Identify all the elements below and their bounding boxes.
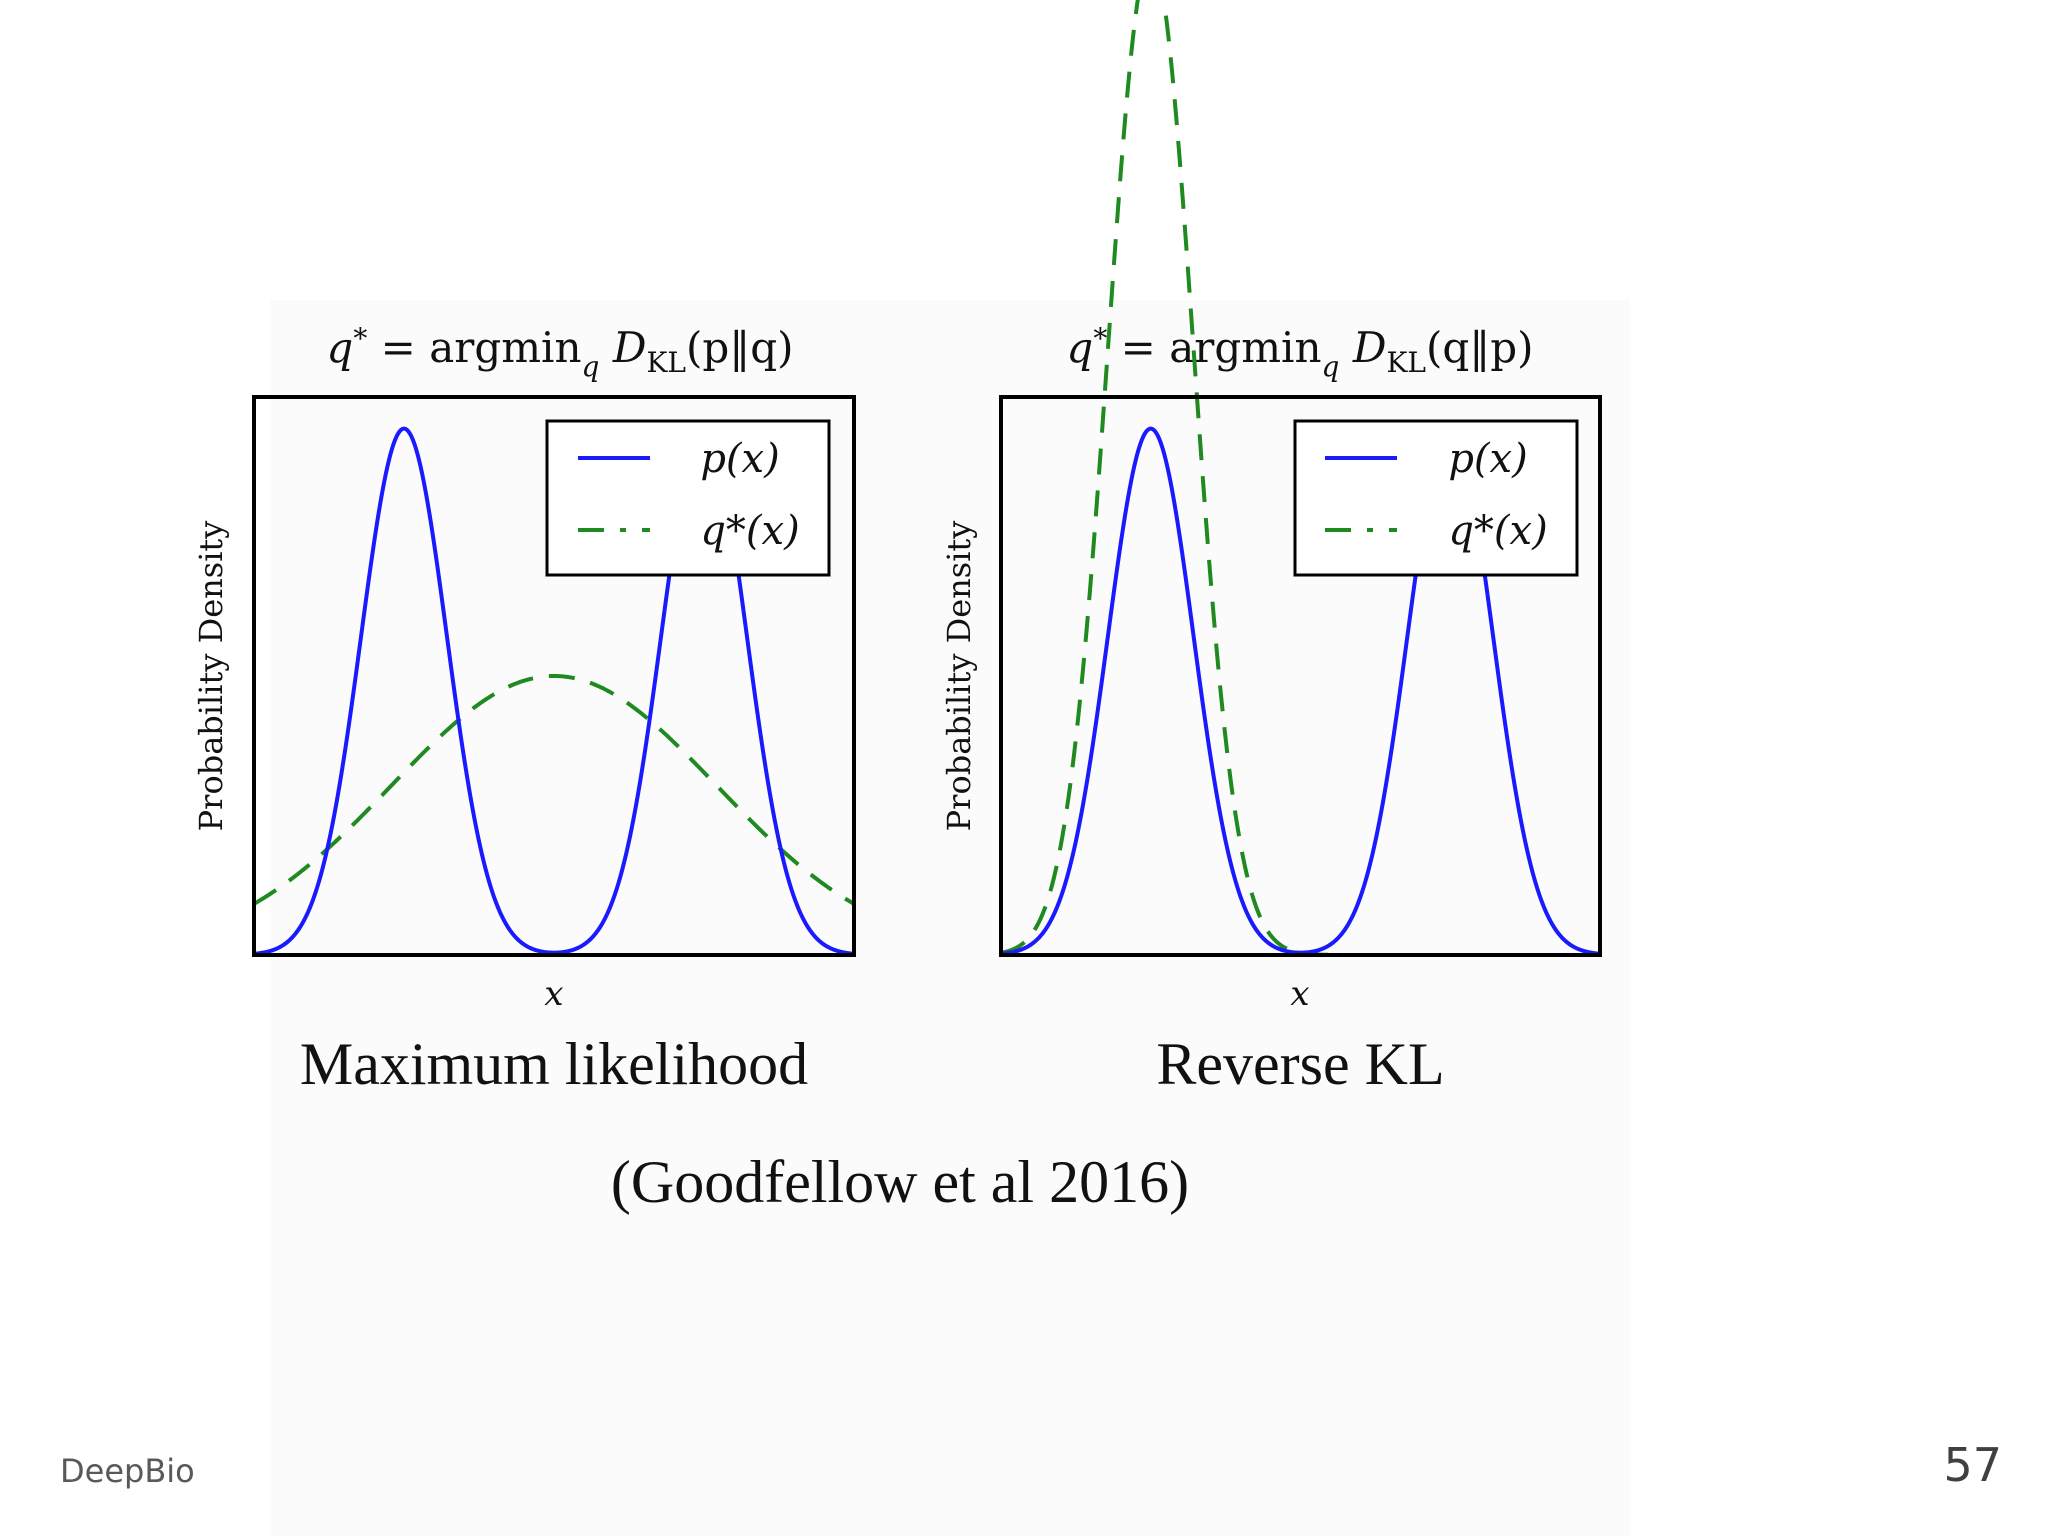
xlabel-left: x (544, 974, 563, 1014)
xlabel-right: x (1290, 974, 1309, 1014)
caption-reverse-kl: Reverse KL (1156, 1031, 1445, 1097)
legend-label-q-right: q*(x) (1448, 508, 1547, 554)
plot-area-left (252, 426, 856, 956)
series-p-line-right (1000, 426, 1601, 956)
series-q-line-left (252, 674, 856, 906)
legend-box-right (1293, 419, 1579, 577)
series-p-line-left (253, 426, 855, 956)
footer-label: DeepBio (60, 1452, 195, 1490)
chart-right-title: q* = argminq DKL(q‖p) (1066, 322, 1533, 383)
legend-left: p(x) q*(x) (545, 419, 831, 577)
plot-area-right (1000, 0, 1601, 957)
plot-frame-right (999, 395, 1602, 957)
chart-left: q* = argminq DKL(p‖q) Probability Densit… (192, 322, 856, 1014)
citation: (Goodfellow et al 2016) (610, 1149, 1190, 1215)
legend-label-q-left: q*(x) (700, 508, 799, 554)
plot-frame-left (252, 395, 856, 957)
legend-box-left (545, 419, 831, 577)
chart-right: q* = argminq DKL(q‖p) Probability Densit… (940, 0, 1602, 1014)
chart-left-title: q* = argminq DKL(p‖q) (326, 322, 793, 383)
ylabel-left: Probability Density (192, 521, 230, 832)
legend-right: p(x) q*(x) (1293, 419, 1579, 577)
legend-label-p-left: p(x) (700, 436, 779, 482)
caption-maximum-likelihood: Maximum likelihood (299, 1031, 809, 1097)
ylabel-right: Probability Density (940, 521, 978, 832)
page-number: 57 (1943, 1438, 2002, 1492)
legend-label-p-right: p(x) (1448, 436, 1527, 482)
